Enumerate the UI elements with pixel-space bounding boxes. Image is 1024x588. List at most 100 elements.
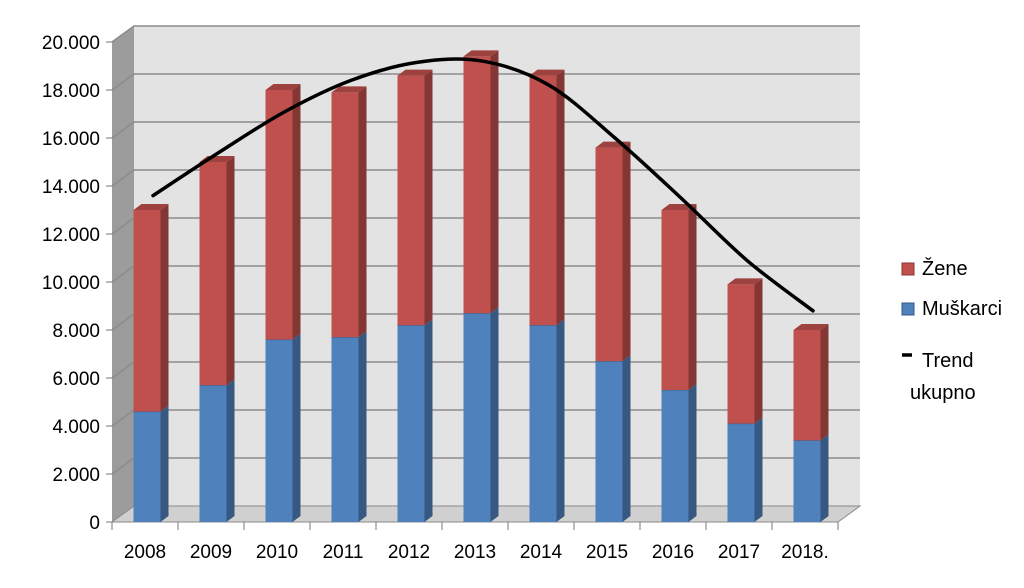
- legend-swatch: [901, 262, 915, 276]
- bar-stack: [397, 69, 433, 522]
- bar-top: [463, 50, 499, 57]
- bar-side: [226, 379, 235, 522]
- bar-side: [292, 333, 301, 522]
- y-tick-label: 2.000: [52, 465, 100, 486]
- bar-segment: [661, 210, 689, 390]
- legend: Žene Muškarci Trend ukupno: [901, 257, 1002, 404]
- bar-segment: [265, 339, 293, 522]
- y-tick-label: 16.000: [42, 129, 100, 150]
- x-tick-label: 2009: [190, 542, 232, 563]
- bar-side: [358, 86, 367, 338]
- bar-side: [358, 331, 367, 522]
- bar-stack: [727, 278, 763, 522]
- bar-side: [160, 405, 169, 522]
- bar-side: [226, 156, 235, 386]
- bar-segment: [727, 284, 755, 424]
- bar-segment: [595, 361, 623, 522]
- y-tick-label: 18.000: [42, 81, 100, 102]
- bar-side: [424, 69, 433, 326]
- bar-side: [292, 84, 301, 340]
- x-tick-label: 2017: [718, 542, 760, 563]
- bar-segment: [397, 75, 425, 326]
- legend-swatch: [901, 302, 915, 316]
- bar-segment: [727, 423, 755, 522]
- bar-segment: [529, 325, 557, 522]
- gridline: [111, 73, 860, 91]
- bar-side: [556, 69, 565, 326]
- y-tick-label: 12.000: [42, 225, 100, 246]
- bar-side: [160, 204, 169, 412]
- bar-stack: [595, 141, 631, 522]
- bar-segment: [331, 92, 359, 338]
- x-tick-label: 2011: [323, 542, 364, 563]
- bar-side: [622, 141, 631, 362]
- gridline: [111, 25, 860, 43]
- bar-stack: [661, 204, 697, 522]
- bar-top: [529, 69, 565, 76]
- legend-item: Muškarci: [901, 298, 1002, 320]
- y-tick-label: 20.000: [42, 33, 100, 54]
- bar-side: [490, 307, 499, 522]
- y-tick-label: 8.000: [52, 321, 100, 342]
- legend-item-trend: Trend ukupno: [902, 350, 976, 404]
- bar-segment: [265, 90, 293, 340]
- bar-segment: [529, 75, 557, 326]
- bar-segment: [793, 440, 821, 522]
- trend-line-group: [151, 57, 815, 313]
- bar-side: [754, 417, 763, 522]
- bar-side: [556, 319, 565, 522]
- bar-side: [820, 434, 829, 522]
- legend-label: Žene: [922, 257, 968, 280]
- x-tick-label: 2016: [652, 542, 694, 563]
- x-tick-label: 2013: [454, 542, 496, 563]
- bar-side: [688, 384, 697, 522]
- bar-top: [331, 86, 367, 93]
- bar-top: [265, 84, 301, 90]
- bar-side: [688, 204, 697, 390]
- bar-segment: [463, 56, 491, 314]
- y-tick-label: 10.000: [42, 273, 100, 294]
- y-tick-label: 6.000: [52, 369, 100, 390]
- x-axis-ticks: 2008 2009 2010 2011 2012 2013 2014 2015 2016 2017…: [111, 522, 839, 563]
- bar-stack: [265, 84, 301, 522]
- bars: [133, 50, 829, 522]
- bar-side: [490, 50, 499, 314]
- bar-segment: [331, 337, 359, 522]
- trend-line: [151, 57, 815, 313]
- bar-segment: [397, 325, 425, 522]
- y-axis-ticks: 0 2.000 4.000 6.000 8.000 10.000 12.000 14.000 1…: [42, 33, 112, 534]
- bar-segment: [793, 330, 821, 441]
- bar-top: [727, 278, 763, 285]
- bar-stack: [793, 324, 829, 522]
- bar-side: [424, 319, 433, 522]
- x-tick-label: 2015: [586, 542, 628, 563]
- bar-stack: [199, 156, 235, 522]
- bar-top: [397, 69, 433, 76]
- y-tick-label: 0: [89, 513, 100, 534]
- bar-segment: [133, 210, 161, 412]
- bar-top: [793, 324, 829, 330]
- x-tick-label: 2008: [124, 542, 166, 563]
- legend-item: Žene: [901, 257, 968, 280]
- y-tick-label: 14.000: [42, 177, 100, 198]
- x-tick-label: 2018.: [781, 542, 829, 563]
- gridline: [111, 121, 860, 139]
- bar-segment: [133, 411, 161, 522]
- x-tick-label: 2010: [256, 542, 298, 563]
- bar-stack: [133, 204, 169, 522]
- bar-segment: [595, 147, 623, 362]
- x-tick-label: 2012: [388, 542, 430, 563]
- bar-stack: [529, 69, 565, 522]
- legend-label: ukupno: [910, 382, 976, 404]
- bar-side: [754, 278, 763, 424]
- bar-segment: [463, 313, 491, 522]
- x-tick-label: 2014: [520, 542, 563, 563]
- legend-label: Muškarci: [922, 298, 1002, 320]
- bar-side: [622, 355, 631, 522]
- y-tick-label: 4.000: [52, 417, 100, 438]
- bar-segment: [199, 162, 227, 386]
- bar-segment: [199, 385, 227, 522]
- bar-stack: [463, 50, 499, 522]
- bar-top: [133, 204, 169, 210]
